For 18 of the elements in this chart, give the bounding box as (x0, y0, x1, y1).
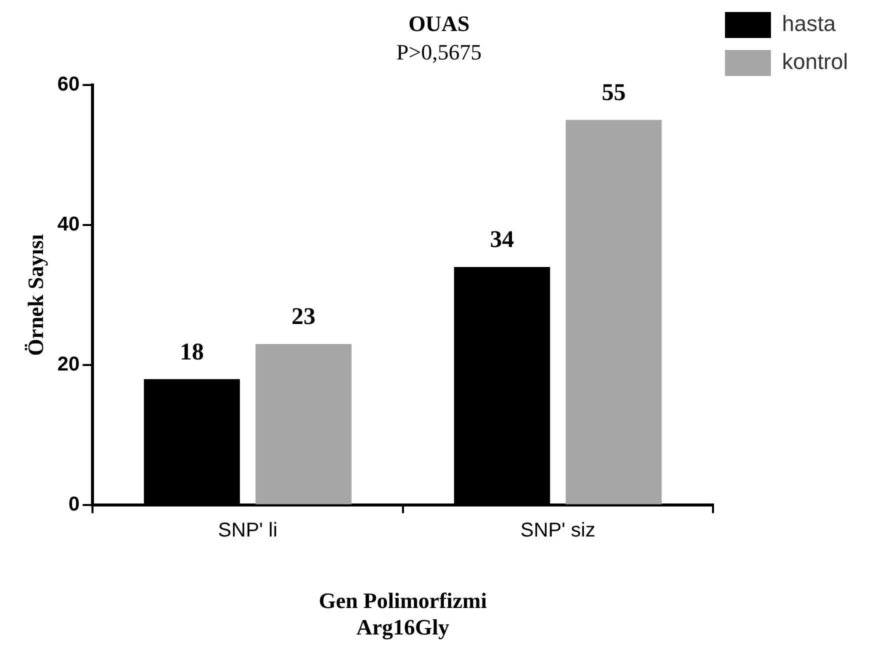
data-label: 55 (602, 80, 626, 106)
x-tick-label: SNP' siz (520, 520, 596, 542)
x-tick-label: SNP' li (218, 520, 278, 542)
data-label: 23 (292, 304, 316, 330)
y-tick-label: 40 (57, 213, 80, 236)
x-axis-title: Gen Polimorfizmi Arg16Gly (318, 588, 487, 640)
data-label: 18 (180, 339, 204, 366)
y-axis-title: Örnek Sayısı (22, 234, 48, 356)
y-tick-label: 60 (57, 73, 80, 96)
legend-label: kontrol (782, 49, 848, 74)
chart-title: OUAS (408, 10, 470, 36)
bar (566, 120, 662, 504)
chart-subtitle: P>0,5675 (396, 39, 482, 64)
y-tick-label: 0 (68, 494, 80, 516)
data-label: 34 (490, 227, 514, 254)
bar (256, 344, 352, 504)
legend-label: hasta (782, 11, 837, 36)
y-tick-label: 20 (57, 354, 80, 376)
